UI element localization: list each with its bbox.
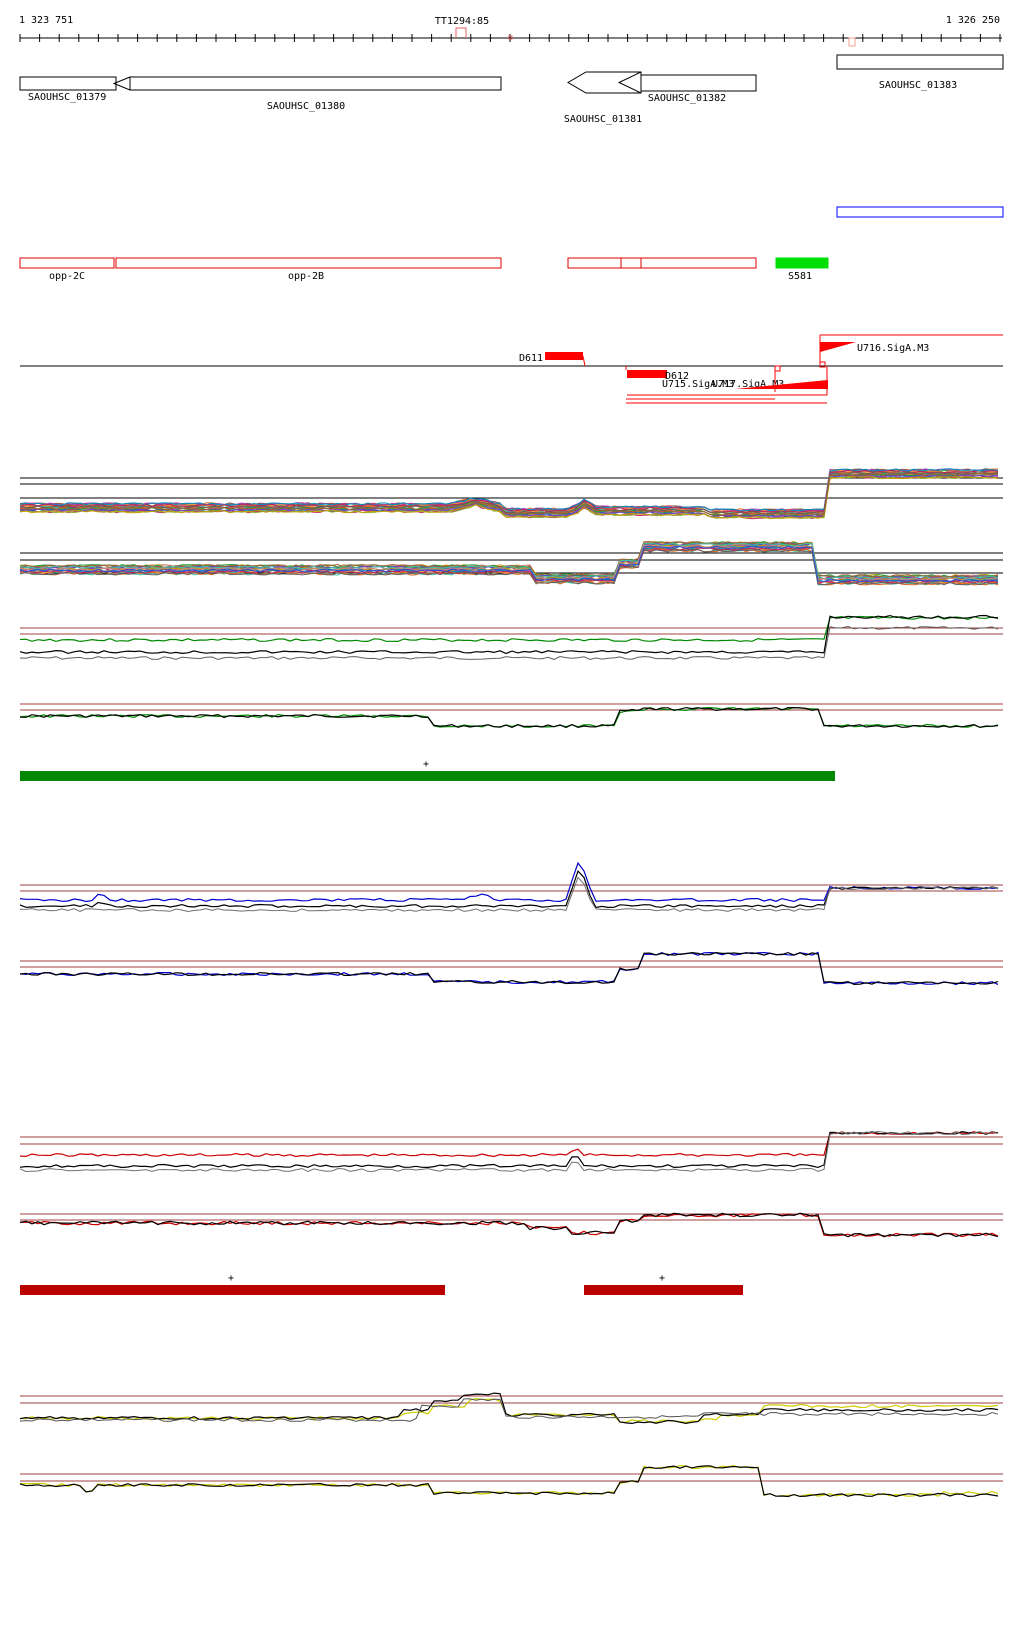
feature-small-box [774, 365, 781, 372]
feature-track: D611 D612 U715.SigA.M3 U717.SigA.M3 U716… [20, 334, 1003, 404]
feature-label: U717.SigA.M3 [712, 379, 784, 390]
segment-mark: + [228, 1273, 234, 1284]
red-segment-bar-right[interactable] [584, 1285, 743, 1295]
gene-arrow-head [617, 71, 642, 94]
black-profile-line [19, 1130, 999, 1169]
feature-label: U715.SigA.M3 [662, 379, 734, 390]
segment-mark: + [659, 1273, 665, 1284]
gene-label: SAOUHSC_01381 [564, 114, 642, 125]
operon-s581[interactable] [775, 257, 829, 269]
gene-saouhsc-01379[interactable] [19, 76, 117, 91]
operon-label: S581 [788, 271, 812, 282]
feature-d611[interactable] [545, 352, 583, 360]
segment-bars: + + + [20, 759, 835, 1295]
operon-track: opp-2C opp-2B S581 [19, 257, 829, 282]
red-profile-line [19, 1212, 999, 1238]
feature-u715-bracket [625, 366, 828, 396]
gene-label: SAOUHSC_01382 [648, 93, 726, 104]
gene-label: SAOUHSC_01380 [267, 101, 345, 112]
black-profile-line [19, 706, 999, 729]
gene-label: SAOUHSC_01379 [28, 92, 106, 103]
grey-profile-line [19, 625, 999, 661]
operon-right[interactable] [567, 257, 757, 269]
feature-label: D611 [519, 353, 543, 364]
sample-profile-line [19, 544, 999, 581]
ruler-small-marker[interactable] [508, 35, 513, 40]
expression-profile-tracks [19, 468, 1003, 1498]
grey-profile-line [19, 876, 999, 913]
gene-label: SAOUHSC_01383 [879, 80, 957, 91]
gene-saouhsc-01380[interactable] [112, 76, 502, 91]
feature-u717-triangle[interactable] [735, 380, 828, 389]
green-segment-bar[interactable] [20, 771, 835, 781]
red-segment-bar-left[interactable] [20, 1285, 445, 1295]
feature-label: U716.SigA.M3 [857, 343, 929, 354]
feature-d612[interactable] [627, 370, 667, 378]
sample-profile-line [19, 545, 999, 583]
ruler-end-label: 1 326 250 [946, 15, 1000, 26]
green-profile-line [19, 615, 999, 643]
blue-profile-line [19, 861, 999, 903]
operon-opp-2b[interactable] [115, 257, 502, 269]
sample-profile-line [19, 468, 999, 512]
operon-label: opp-2C [49, 271, 85, 282]
gene-track: SAOUHSC_01379 SAOUHSC_01380 SAOUHSC_0138… [19, 54, 1004, 125]
black-profile-line [19, 614, 999, 655]
black-profile-line [19, 951, 999, 986]
grey-profile-line [19, 1398, 999, 1422]
segment-mark: + [423, 759, 429, 770]
coordinate-ruler: 1 323 751 1 326 250 TT1294:85 [19, 15, 1002, 47]
ruler-marker-label: TT1294:85 [435, 16, 489, 27]
black-profile-line [19, 1465, 999, 1498]
sample-profile-line [19, 469, 999, 514]
feature-u716-triangle[interactable] [820, 342, 856, 352]
sample-profile-line [20, 476, 999, 519]
black-profile-line [19, 1392, 999, 1425]
gene-saouhsc-01383[interactable] [836, 54, 1004, 70]
sample-profile-line [19, 544, 999, 582]
sample-profile-line [19, 548, 999, 586]
ruler-start-label: 1 323 751 [19, 15, 73, 26]
ruler-ticks [19, 34, 1001, 42]
feature-connector [582, 355, 586, 367]
operon-opp-2c[interactable] [19, 257, 115, 269]
ruler-marker-box[interactable] [455, 27, 467, 38]
blue-annotation-box[interactable] [836, 206, 1004, 218]
blue-profile-line [19, 951, 999, 986]
gene-saouhsc-01382[interactable] [640, 74, 757, 92]
operon-label: opp-2B [288, 271, 324, 282]
gene-saouhsc-01381[interactable] [567, 71, 642, 94]
sample-profile-line [19, 544, 999, 581]
grey-profile-line [19, 1130, 999, 1173]
black-profile-line [19, 1212, 999, 1238]
feature-label: D612 [665, 371, 689, 382]
sample-profile-line [19, 544, 999, 581]
sample-profile-line [19, 542, 999, 580]
ruler-small-marker[interactable] [848, 37, 856, 47]
sample-profile-line [19, 472, 999, 517]
